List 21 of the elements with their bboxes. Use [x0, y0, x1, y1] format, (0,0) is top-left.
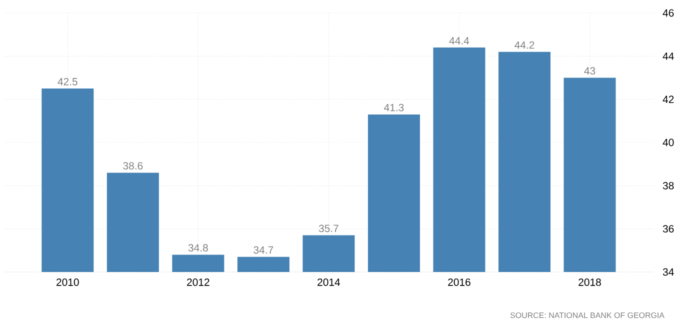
- y-tick-label: 38: [662, 182, 674, 190]
- x-tick-label: 2018: [578, 278, 601, 286]
- data-label: 34.7: [254, 246, 274, 254]
- data-label: 43: [584, 67, 596, 75]
- data-label: 38.6: [123, 162, 143, 170]
- y-tick-label: 44: [662, 52, 674, 60]
- x-tick-label: 2014: [318, 278, 340, 286]
- x-tick-label: 2016: [448, 278, 470, 286]
- data-label: 34.8: [188, 244, 208, 252]
- y-tick-label: 34: [662, 268, 674, 276]
- data-label: 41.3: [384, 104, 404, 112]
- data-label: 35.7: [318, 224, 338, 232]
- y-tick-label: 40: [662, 138, 674, 146]
- y-tick-label: 46: [662, 9, 674, 17]
- data-label: 44.2: [514, 41, 534, 49]
- data-label: 42.5: [58, 78, 78, 86]
- x-tick-label: 2010: [56, 278, 79, 286]
- data-label: 44.4: [449, 37, 470, 44]
- x-tick-label: 2012: [187, 278, 210, 286]
- y-tick-label: 36: [662, 225, 674, 233]
- y-tick-label: 42: [662, 96, 674, 103]
